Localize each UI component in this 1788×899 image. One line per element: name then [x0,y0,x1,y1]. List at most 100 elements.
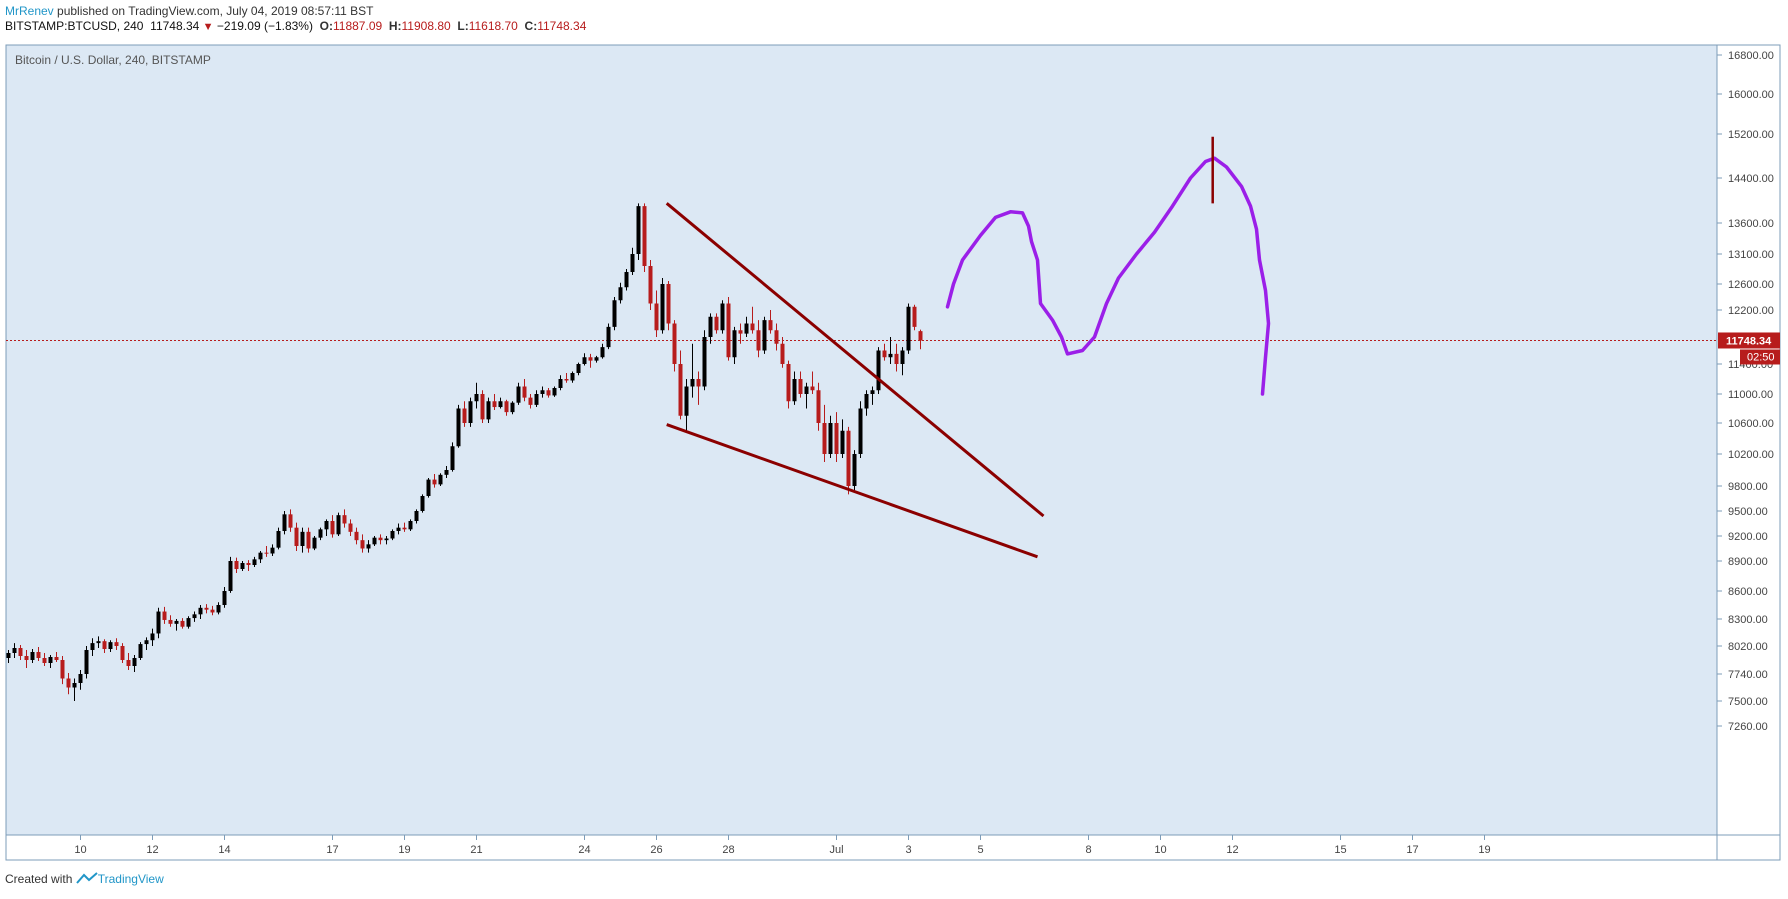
last-price-badge [1718,332,1780,349]
candle-body [804,386,809,394]
x-tick-label: Jul [829,844,843,856]
candle [408,519,413,531]
candle-body [366,544,371,549]
candle-body [354,531,359,541]
candle [726,297,731,361]
candle [252,556,257,567]
candle-body [192,614,197,619]
y-tick-label: 12600.00 [1728,279,1774,291]
candle-body [318,529,323,538]
candle [234,557,239,573]
candle [162,606,167,624]
candle-body [822,423,827,454]
candle [660,278,665,334]
candle-body [102,641,107,649]
candle [66,673,71,695]
low-value: 11618.70 [468,19,518,33]
candle [564,373,569,383]
candle [36,647,41,661]
candle-body [258,552,263,560]
candle-body [294,527,299,546]
down-arrow-icon: ▼ [202,21,214,33]
author-name[interactable]: MrRenev [5,4,54,18]
high-label: H: [388,19,402,33]
candle [666,281,671,331]
close-value: 11748.34 [537,19,587,33]
candle [756,320,761,358]
y-tick-label: 15200.00 [1728,129,1774,141]
candle [642,203,647,272]
candle [246,560,251,571]
candle-body [288,514,293,528]
candle-body [36,652,41,658]
candle-body [432,479,437,485]
candle-body [282,514,287,531]
candle [432,474,437,488]
publish-info: published on TradingView.com, July 04, 2… [57,4,374,18]
projection-curve[interactable] [945,156,1271,396]
close-label: C: [524,19,538,33]
trendline-upper[interactable] [665,202,1045,518]
change-text: −219.09 (−1.83%) [216,19,313,33]
candle [318,527,323,541]
candle-body [606,326,611,348]
y-tick-label: 8300.00 [1728,614,1768,626]
candle [786,360,791,409]
candle-body [408,521,413,530]
candle-body [204,607,209,610]
candle [192,611,197,622]
candle-body [246,563,251,565]
low-label: L: [457,19,469,33]
candle [378,534,383,545]
candle [558,375,563,391]
x-axis: 10 12 14 17 19 21 24 26 28 Jul 3 5 8 10 12 15 17 19 [74,835,1491,856]
candle [264,546,269,557]
last-price-text: 11748.34 [150,19,200,33]
candle [750,306,755,334]
candle [594,355,599,363]
x-tick-label: 8 [1085,844,1091,856]
tradingview-link[interactable]: TradingView [97,872,164,886]
candle-body [468,401,473,423]
candle [168,615,173,627]
candle [576,362,581,376]
candle [366,540,371,553]
candle-body [186,618,191,627]
candle [774,323,779,351]
candle [858,401,863,458]
candles [6,203,923,701]
candle-body [444,470,449,475]
candle-body [516,386,521,403]
candle-body [696,379,701,387]
candle-body [510,402,515,413]
candle [648,260,653,310]
candle [138,642,143,660]
candle [600,343,605,359]
candle [816,382,821,431]
x-tick-label: 19 [398,844,410,856]
candle-body [162,611,167,620]
candle-body [894,353,899,364]
candle [690,343,695,398]
y-axis: 16800.00 16000.00 15200.00 14400.00 13600.00… [1717,50,1774,733]
candle-body [552,388,557,396]
candle [708,313,713,344]
candle [732,326,737,364]
created-with-text: Created with [5,872,73,886]
candle-body [24,656,29,660]
trendline-lower[interactable] [666,423,1039,559]
candle-body [360,540,365,549]
candle-body [678,364,683,416]
candle-body [270,547,275,554]
candle-body [870,390,875,394]
candle [222,587,227,608]
candle [288,509,293,532]
candle [462,401,467,427]
candle [372,536,377,546]
candle-body [144,640,149,645]
candle [240,561,245,571]
x-tick-label: 24 [578,844,590,856]
candle-body [654,303,659,331]
candle [852,450,857,491]
